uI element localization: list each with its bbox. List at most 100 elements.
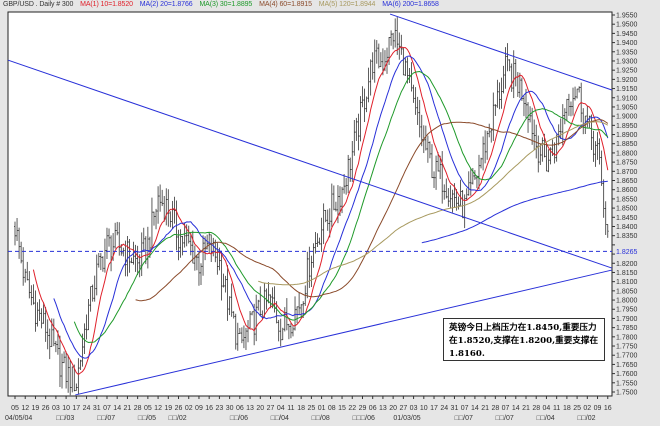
ohlc-bar (40, 308, 43, 329)
legend-ma6: MA(6) 200=1.8658 (382, 1, 439, 8)
trend-line (389, 13, 612, 91)
ohlc-bar (298, 292, 301, 315)
y-tick-label: 1.7600 (616, 371, 638, 378)
ohlc-bar (412, 84, 415, 103)
x-tick-label: 14 (471, 405, 479, 412)
x-tick-label: 10 (420, 405, 428, 412)
ohlc-bar (28, 271, 31, 299)
x-month-label: □□/07 (97, 415, 115, 422)
ohlc-bar (244, 327, 247, 350)
symbol-label: GBP/USD . Daily # 300 (3, 1, 74, 8)
x-tick-label: 05 (144, 405, 152, 412)
y-tick-label: 1.9050 (616, 104, 638, 111)
ohlc-bar (320, 217, 323, 252)
ohlc-bar (435, 155, 438, 190)
ohlc-bar (42, 302, 45, 324)
ohlc-bar (486, 130, 489, 160)
ohlc-bar (240, 327, 243, 344)
x-tick-label: 07 (502, 405, 510, 412)
ohlc-bar (345, 178, 348, 195)
ohlc-bar (420, 114, 423, 147)
x-tick-label: 26 (42, 405, 50, 412)
ohlc-bar (443, 184, 446, 200)
ohlc-bar (590, 114, 593, 150)
ohlc-bar (400, 34, 403, 55)
x-month-label: □□/02 (169, 415, 187, 422)
y-tick-label: 1.8050 (616, 288, 638, 295)
ohlc-bar (81, 333, 84, 367)
ohlc-bar (200, 263, 203, 286)
ohlc-bar (65, 351, 68, 389)
ohlc-bar (228, 296, 231, 316)
x-tick-label: 03 (52, 405, 60, 412)
ohlc-bar (222, 273, 225, 288)
ohlc-bar (114, 222, 117, 249)
ohlc-bar (269, 294, 272, 309)
ohlc-bar (592, 130, 595, 162)
ohlc-bar (38, 299, 41, 322)
x-tick-label: 07 (103, 405, 111, 412)
y-tick-label: 1.9250 (616, 68, 638, 75)
ohlc-bar (433, 171, 436, 189)
ohlc-bar (306, 251, 309, 299)
ohlc-bar (508, 59, 511, 72)
ohlc-bar (328, 208, 331, 238)
y-tick-label: 1.8450 (616, 215, 638, 222)
ohlc-bar (103, 238, 106, 273)
ohlc-bar (148, 236, 151, 258)
ohlc-bar (416, 96, 419, 125)
ohlc-bar (525, 88, 527, 119)
x-tick-label: 16 (604, 405, 612, 412)
x-tick-label: 30 (226, 405, 234, 412)
ohlc-bar (510, 63, 513, 92)
x-tick-label: 17 (430, 405, 438, 412)
ohlc-bar (99, 253, 102, 271)
ohlc-bar (316, 233, 319, 247)
ohlc-bar (202, 235, 205, 276)
y-tick-label: 1.8550 (616, 196, 638, 203)
x-tick-label: 19 (32, 405, 40, 412)
x-month-label: □□/08 (312, 415, 330, 422)
x-month-label: □□/03 (56, 415, 74, 422)
ohlc-bar (379, 52, 382, 68)
ohlc-bar (281, 327, 284, 341)
ohlc-bar (473, 170, 476, 180)
y-tick-label: 1.9450 (616, 31, 638, 38)
x-tick-label: 07 (461, 405, 469, 412)
ohlc-bar (326, 209, 329, 231)
y-tick-label: 1.9500 (616, 22, 638, 29)
x-tick-label: 13 (246, 405, 254, 412)
x-tick-label: 27 (399, 405, 407, 412)
ohlc-bar (347, 154, 350, 194)
ohlc-bar (398, 32, 401, 60)
y-tick-label: 1.9400 (616, 40, 638, 47)
ohlc-bar (402, 48, 405, 76)
ohlc-bar (390, 30, 393, 46)
y-tick-label: 1.8200 (616, 261, 638, 268)
ohlc-bar (197, 252, 200, 286)
ohlc-bar (61, 353, 64, 389)
y-tick-label: 1.8700 (616, 169, 638, 176)
chart-header: GBP/USD . Daily # 300 MA(1) 10=1.8520 MA… (3, 1, 444, 8)
ohlc-bar (539, 143, 542, 165)
x-tick-label: 31 (93, 405, 101, 412)
ohlc-bar (67, 354, 70, 393)
ohlc-bar (377, 43, 380, 69)
ohlc-bar (79, 359, 82, 370)
ohlc-bar (574, 86, 577, 101)
y-tick-label: 1.8000 (616, 298, 638, 305)
moving-average-line (258, 121, 609, 286)
ohlc-bar (332, 185, 335, 211)
y-tick-label: 1.9100 (616, 95, 638, 102)
ohlc-bar (159, 184, 162, 212)
ohlc-bar (496, 79, 499, 108)
ohlc-bar (124, 240, 127, 277)
ohlc-bar (291, 326, 294, 337)
ohlc-bar (469, 168, 472, 196)
ohlc-bar (34, 290, 37, 332)
x-tick-label: 25 (573, 405, 581, 412)
ohlc-bar (236, 322, 239, 351)
x-month-label: □□/05 (138, 415, 156, 422)
y-tick-label: 1.8100 (616, 279, 638, 286)
y-tick-label: 1.7550 (616, 380, 638, 387)
